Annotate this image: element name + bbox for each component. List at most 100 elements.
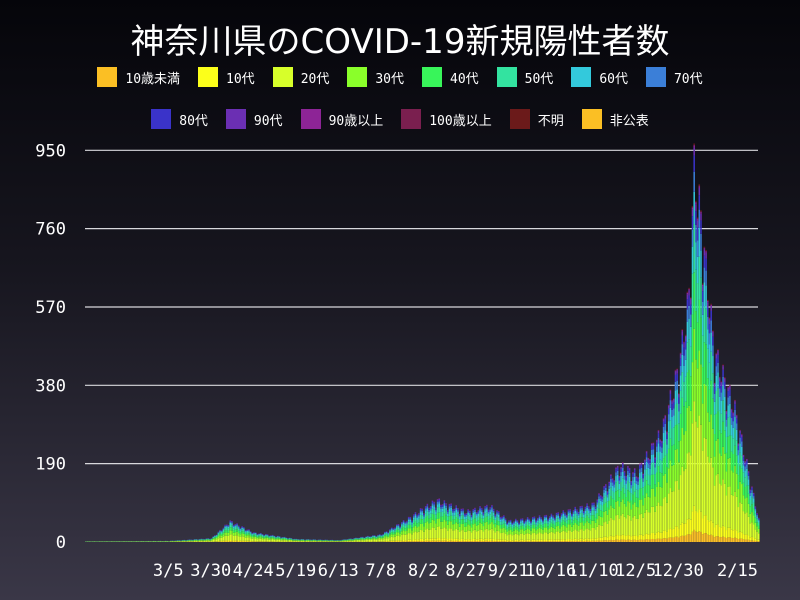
bar-segment <box>307 540 310 542</box>
bar-stack <box>448 503 451 542</box>
bar-segment <box>246 540 248 542</box>
bar-segment <box>633 470 636 474</box>
bar-segment <box>616 467 619 471</box>
bar-segment <box>202 540 204 541</box>
bar-segment <box>550 513 553 515</box>
bar-segment <box>518 535 520 541</box>
bar-segment <box>547 520 549 522</box>
bar-segment <box>679 353 682 355</box>
bar-segment <box>630 509 633 521</box>
bar-segment <box>628 472 631 477</box>
bar-segment <box>470 520 473 524</box>
bar-segment <box>407 519 410 522</box>
bar-stack <box>253 532 255 542</box>
bar-segment <box>504 541 507 542</box>
legend-label: 100歳以上 <box>429 113 492 129</box>
bar-segment <box>421 538 424 541</box>
bar-segment <box>605 536 607 541</box>
bar-stack <box>399 526 401 542</box>
bar-segment <box>557 513 559 515</box>
bar-segment <box>426 506 429 509</box>
bar-segment <box>647 539 650 542</box>
bar-segment <box>482 514 485 516</box>
bar-segment <box>508 527 510 531</box>
bar-segment <box>232 528 235 531</box>
bar-segment <box>345 541 347 542</box>
bar-segment <box>458 526 461 532</box>
bar-segment <box>231 522 233 524</box>
bar-segment <box>554 541 556 542</box>
bar-segment <box>404 534 407 541</box>
bar-segment <box>537 522 539 526</box>
bar-segment <box>424 506 427 509</box>
bar-segment <box>669 460 672 489</box>
bar-segment <box>217 534 220 537</box>
bar-segment <box>530 525 532 528</box>
bar-stack <box>389 529 391 542</box>
bar-segment <box>545 518 548 521</box>
bar-segment <box>661 452 663 461</box>
bar-segment <box>482 541 485 542</box>
bar-stack <box>586 503 588 542</box>
bar-stack <box>154 540 157 542</box>
legend-item: 10代 <box>198 67 255 87</box>
bar-segment <box>227 532 230 536</box>
bar-segment <box>664 440 667 456</box>
bar-segment <box>650 506 653 533</box>
bar-stack <box>333 540 335 542</box>
bar-stack <box>300 538 303 542</box>
bar-segment <box>462 540 464 542</box>
bar-segment <box>501 517 503 519</box>
bar-segment <box>435 538 437 541</box>
bar-segment <box>523 522 525 524</box>
bar-segment <box>548 517 551 520</box>
bar-stack <box>530 520 532 542</box>
bar-segment <box>649 485 651 498</box>
bar-segment <box>576 539 578 542</box>
bar-segment <box>489 507 492 509</box>
bar-segment <box>625 480 627 484</box>
bar-segment <box>253 534 255 536</box>
legend-swatch <box>97 67 118 87</box>
bar-segment <box>557 514 559 516</box>
bar-segment <box>470 527 473 533</box>
bar-segment <box>186 541 189 542</box>
bar-segment <box>436 526 439 539</box>
bar-segment <box>635 506 638 519</box>
bar-segment <box>428 518 430 524</box>
bar-segment <box>282 537 284 539</box>
bar-segment <box>506 526 509 529</box>
bar-segment <box>402 534 405 540</box>
bar-segment <box>659 459 661 473</box>
bar-segment <box>197 541 199 542</box>
bar-segment <box>525 520 527 523</box>
bar-stack <box>285 537 288 542</box>
bar-segment <box>418 522 420 527</box>
bar-segment <box>615 467 617 470</box>
bar-segment <box>605 485 607 488</box>
bar-segment <box>669 400 672 408</box>
bar-segment <box>622 487 624 500</box>
bar-segment <box>246 530 248 532</box>
bar-segment <box>390 534 393 537</box>
bar-segment <box>562 510 565 511</box>
bar-stack <box>273 535 276 542</box>
bar-segment <box>421 519 424 524</box>
bar-segment <box>429 522 432 530</box>
bar-segment <box>615 539 617 542</box>
bar-segment <box>353 539 356 541</box>
bar-segment <box>226 530 228 533</box>
bar-segment <box>249 532 252 534</box>
bar-segment <box>226 540 228 542</box>
bar-segment <box>552 517 554 519</box>
bar-segment <box>295 540 298 541</box>
bar-segment <box>520 523 522 527</box>
bar-stack <box>385 531 388 542</box>
bar-segment <box>620 535 622 540</box>
bar-segment <box>433 538 435 541</box>
bar-segment <box>458 513 461 515</box>
bar-segment <box>351 540 354 542</box>
bar-stack <box>142 540 145 542</box>
bar-segment <box>440 507 442 509</box>
bar-segment <box>555 518 558 523</box>
